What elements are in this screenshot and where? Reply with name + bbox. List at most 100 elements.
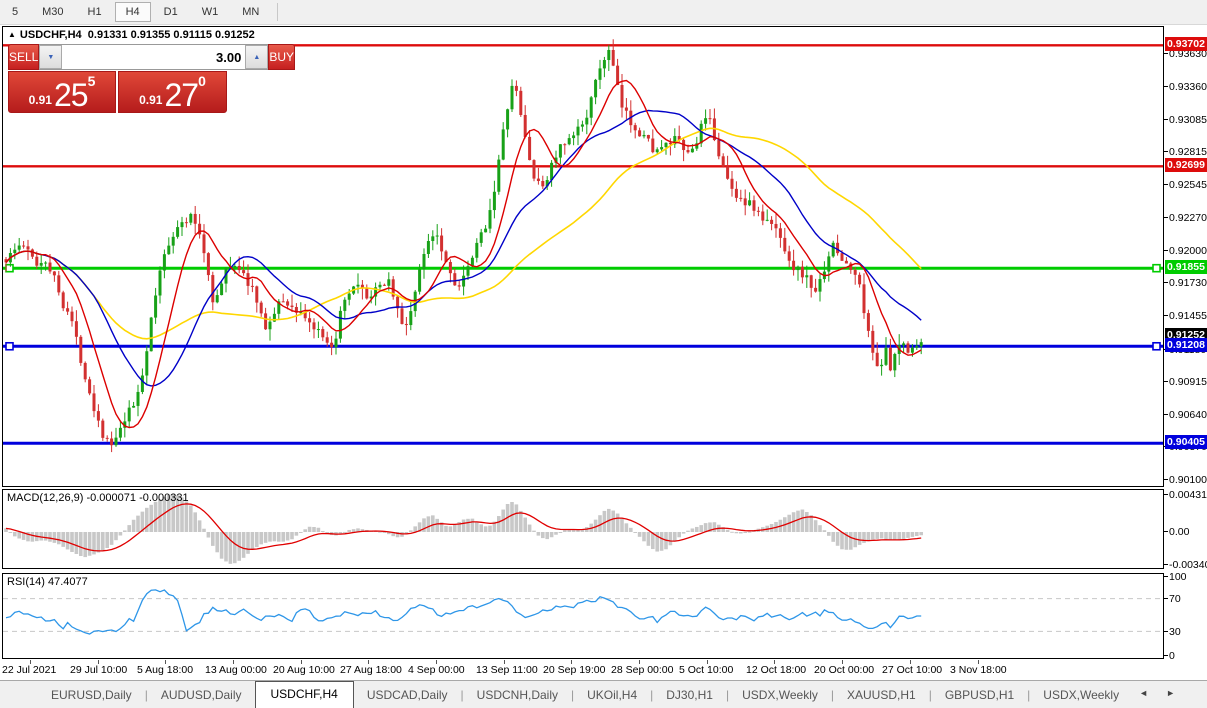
horizontal-level-lines [3, 44, 1163, 445]
time-label: 20 Aug 10:00 [273, 664, 335, 676]
sell-price-prefix: 0.91 [28, 93, 52, 107]
macd-signal-line [5, 503, 922, 552]
chart-tab-AUDUSD-Daily[interactable]: AUDUSD,Daily [160, 688, 242, 702]
rsi-label: RSI(14) 47.4077 [7, 576, 88, 588]
ohlc-values: 0.91331 0.91355 0.91115 0.91252 [87, 29, 255, 41]
price-tick: 0.91730 [1164, 277, 1207, 289]
time-label: 27 Aug 18:00 [340, 664, 402, 676]
buy-price-main: 27 [164, 77, 199, 113]
tab-separator: | [650, 688, 654, 702]
chart-tab-XAUUSD-H1[interactable]: XAUUSD,H1 [847, 688, 916, 702]
time-tick [30, 660, 31, 664]
timeframe-button-M30[interactable]: M30 [42, 6, 64, 18]
time-tick [504, 660, 505, 664]
price-badge-0.93702: 0.93702 [1165, 37, 1207, 52]
rsi-scale-tick: 100 [1164, 571, 1207, 583]
macd-scale-tick: 0.00 [1164, 526, 1207, 538]
time-tick [165, 660, 166, 664]
price-badge-0.92699: 0.92699 [1165, 158, 1207, 173]
line-handle-right[interactable] [1152, 263, 1161, 273]
buy-button[interactable]: BUY [268, 44, 296, 70]
rsi-line [5, 589, 922, 635]
chart-tab-EURUSD-Daily[interactable]: EURUSD,Daily [51, 688, 132, 702]
timeframe-button-D1[interactable]: D1 [163, 6, 178, 18]
tab-separator: | [725, 688, 730, 702]
volume-decrease-button[interactable]: ▼ [39, 45, 63, 69]
tab-separator: | [144, 688, 148, 702]
buy-price-prefix: 0.91 [139, 93, 163, 107]
time-label: 12 Oct 18:00 [746, 664, 807, 676]
time-axis[interactable]: 22 Jul 2021 29 Jul 10:00 5 Aug 18:00 13 Aug… [0, 660, 1164, 680]
line-handle-right[interactable] [1152, 341, 1161, 351]
macd-label: MACD(12,26,9) -0.000071 -0.000331 [7, 492, 189, 504]
price-tick: 0.92815 [1164, 146, 1207, 158]
time-label: 13 Sep 11:00 [476, 664, 538, 676]
one-click-trade-panel: SELL ▼ ▲ BUY 0.91 25 5 0.91 27 0 [8, 44, 296, 113]
timeframe-button-H1[interactable]: H1 [87, 6, 102, 18]
timeframe-toolbar: 5 M30 H1 H4 D1 W1 MN [0, 0, 1207, 25]
ma-mid-line [5, 109, 922, 387]
line-handle-left[interactable] [5, 341, 14, 351]
rsi-scale-tick: 30 [1164, 626, 1207, 638]
sell-price-pip: 5 [87, 73, 96, 89]
time-tick [571, 660, 572, 664]
symbol-period-label: USDCHF,H4 [19, 29, 82, 41]
chart-tab-USDCHF-H4[interactable]: USDCHF,H4 [254, 681, 354, 708]
price-tick: 0.91455 [1164, 310, 1207, 322]
time-label: 27 Oct 10:00 [882, 664, 943, 676]
price-tick: 0.92000 [1164, 245, 1207, 257]
price-tick: 0.93085 [1164, 114, 1207, 126]
line-handle-left[interactable] [5, 263, 14, 273]
time-label: 29 Jul 10:00 [70, 664, 128, 676]
chart-tab-USDX-Weekly[interactable]: USDX,Weekly [742, 688, 818, 702]
time-tick [436, 660, 437, 664]
buy-price-pip: 0 [198, 73, 206, 89]
sell-button[interactable]: SELL [8, 44, 40, 70]
ma-slow-line [5, 127, 922, 340]
tab-separator: | [460, 688, 464, 702]
chart-tab-DJ30-H1[interactable]: DJ30,H1 [666, 688, 713, 702]
time-label: 28 Sep 00:00 [611, 664, 674, 676]
volume-increase-button[interactable]: ▲ [245, 45, 269, 69]
macd-indicator-canvas[interactable] [0, 489, 1164, 569]
time-label: 5 Aug 18:00 [137, 664, 194, 676]
price-scale[interactable]: 0.93630 0.93360 0.93085 0.92815 0.92545 0.922… [1164, 25, 1207, 680]
rsi-pane-border [2, 573, 1164, 659]
chart-tab-UKOil-H4[interactable]: UKOil,H4 [587, 688, 638, 702]
time-tick [368, 660, 369, 664]
chart-tab-GBPUSD-H1[interactable]: GBPUSD,H1 [944, 688, 1015, 702]
collapse-triangle-icon[interactable]: ▲ [8, 30, 16, 39]
price-tick: 0.93360 [1164, 81, 1207, 93]
ma-fast-line [5, 79, 922, 429]
time-tick [774, 660, 775, 664]
rsi-indicator-canvas[interactable] [0, 573, 1164, 659]
buy-price-tile[interactable]: 0.91 27 0 [118, 71, 227, 113]
candles-group [4, 39, 923, 453]
chart-tab-USDCNH-Daily[interactable]: USDCNH,Daily [476, 688, 558, 702]
tab-separator: | [830, 688, 834, 702]
price-tick: 0.90100 [1164, 474, 1207, 486]
chart-tab-USDX-Weekly[interactable]: USDX,Weekly [1043, 688, 1120, 702]
timeframe-button-MN[interactable]: MN [242, 6, 260, 18]
tab-scroll-left-icon[interactable]: ◄ [1139, 688, 1167, 698]
timeframe-button-5[interactable]: 5 [12, 6, 19, 18]
time-label: 3 Nov 18:00 [950, 664, 1007, 676]
tab-scroll-right-icon[interactable]: ► [1166, 688, 1193, 698]
tab-separator: | [928, 688, 932, 702]
volume-stepper: ▼ ▲ [39, 44, 269, 70]
chart-tab-USDCAD-Daily[interactable]: USDCAD,Daily [366, 688, 448, 702]
price-badge-0.91855: 0.91855 [1165, 260, 1207, 275]
time-tick [842, 660, 843, 664]
time-label: 20 Sep 19:00 [543, 664, 606, 676]
rsi-scale-tick: 70 [1164, 593, 1207, 605]
price-badge-0.90405: 0.90405 [1165, 435, 1207, 450]
tab-scroll-arrows: ◄► [1139, 688, 1193, 698]
time-tick [910, 660, 911, 664]
time-tick [301, 660, 302, 664]
rsi-scale-tick: 0 [1164, 650, 1207, 662]
sell-price-tile[interactable]: 0.91 25 5 [8, 71, 116, 113]
timeframe-button-H4[interactable]: H4 [114, 2, 151, 22]
volume-input[interactable] [62, 45, 246, 69]
timeframe-button-W1[interactable]: W1 [201, 6, 219, 18]
